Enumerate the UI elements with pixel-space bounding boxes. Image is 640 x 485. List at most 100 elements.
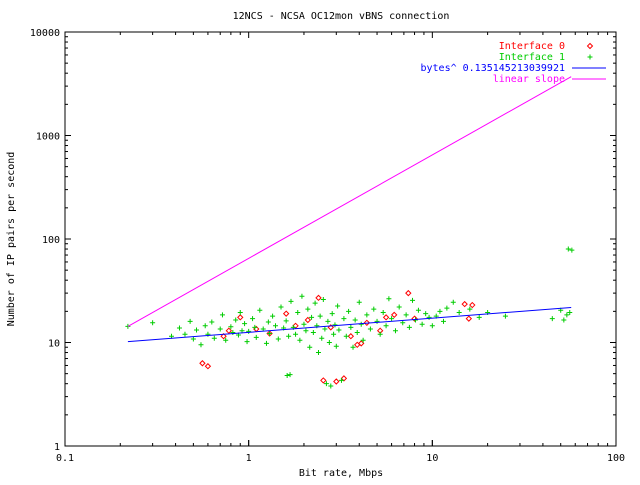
data-point-diamond bbox=[465, 315, 473, 322]
data-point-plus bbox=[295, 309, 301, 315]
data-point-plus bbox=[230, 329, 236, 335]
data-point-plus bbox=[567, 309, 573, 315]
data-point-plus bbox=[364, 312, 370, 318]
data-point-plus bbox=[223, 337, 229, 343]
data-point-diamond bbox=[320, 377, 327, 384]
data-point-diamond bbox=[225, 327, 233, 334]
data-point-plus bbox=[325, 318, 331, 324]
data-point-plus bbox=[260, 326, 266, 332]
data-point-plus bbox=[150, 320, 156, 326]
data-point-diamond bbox=[390, 311, 398, 319]
data-point-plus bbox=[182, 331, 188, 337]
data-point-plus bbox=[392, 328, 398, 334]
data-point-plus bbox=[275, 336, 281, 342]
legend-label: Interface 1 bbox=[499, 52, 565, 63]
data-point-plus bbox=[502, 313, 508, 319]
x-tick-label: 10 bbox=[426, 453, 438, 464]
data-point-plus bbox=[350, 344, 356, 350]
y-axis-label: Number of IP pairs per second bbox=[6, 152, 17, 327]
data-point-plus bbox=[444, 305, 450, 311]
data-point-plus bbox=[323, 381, 329, 387]
series-2 bbox=[127, 307, 572, 343]
data-point-plus bbox=[423, 311, 429, 317]
data-point-plus bbox=[456, 309, 462, 315]
legend-label: bytes^ 0.135145213039921 bbox=[421, 63, 566, 74]
data-point-plus bbox=[377, 331, 383, 337]
data-point-plus bbox=[367, 326, 373, 332]
data-point-plus bbox=[315, 350, 321, 356]
chart-title: 12NCS - NCSA OC12mon vBNS connection bbox=[233, 11, 450, 22]
data-point-diamond bbox=[204, 363, 212, 370]
data-point-plus bbox=[332, 322, 338, 328]
data-point-plus bbox=[219, 312, 225, 318]
y-tick-label: 1 bbox=[54, 442, 60, 453]
data-point-plus bbox=[257, 307, 263, 313]
series-layer bbox=[125, 76, 575, 389]
data-point-diamond bbox=[199, 360, 206, 367]
y-tick-label: 1000 bbox=[36, 132, 60, 143]
data-point-plus bbox=[205, 331, 211, 337]
data-point-plus bbox=[386, 296, 392, 302]
data-point-plus bbox=[450, 299, 456, 305]
data-point-diamond bbox=[405, 289, 412, 297]
data-point-plus bbox=[303, 328, 309, 334]
data-point-plus bbox=[187, 318, 193, 324]
data-point-plus bbox=[396, 304, 402, 310]
data-point-plus bbox=[333, 343, 339, 349]
y-axis-ticks: 1 10 100 1000 10000 bbox=[30, 28, 616, 453]
y-tick-label: 10 bbox=[48, 339, 60, 350]
legend-label: Interface 0 bbox=[499, 41, 565, 52]
data-point-diamond bbox=[382, 314, 390, 321]
data-point-plus bbox=[312, 300, 318, 306]
data-point-plus bbox=[283, 318, 289, 324]
data-point-plus bbox=[198, 342, 204, 348]
data-point-plus bbox=[320, 297, 326, 303]
data-point-plus bbox=[406, 324, 412, 330]
data-point-plus bbox=[211, 335, 217, 341]
data-point-plus bbox=[419, 321, 425, 327]
data-point-plus bbox=[190, 336, 196, 342]
data-point-plus bbox=[305, 306, 311, 312]
data-point-plus bbox=[328, 383, 334, 389]
data-point-plus bbox=[270, 313, 276, 319]
data-point-plus bbox=[410, 297, 416, 303]
data-point-plus bbox=[263, 340, 269, 346]
data-point-plus bbox=[569, 247, 575, 253]
data-point-plus bbox=[237, 309, 243, 315]
series-1 bbox=[125, 246, 575, 389]
data-point-plus bbox=[371, 306, 377, 312]
data-point-plus bbox=[360, 337, 366, 343]
data-point-plus bbox=[426, 314, 432, 320]
data-point-plus bbox=[228, 324, 234, 330]
data-point-plus bbox=[341, 316, 347, 322]
data-point-diamond bbox=[237, 314, 244, 321]
y-tick-label: 10000 bbox=[30, 28, 60, 39]
data-point-plus bbox=[467, 306, 473, 312]
data-point-plus bbox=[437, 308, 443, 314]
data-point-plus bbox=[326, 340, 332, 345]
data-point-plus bbox=[209, 319, 215, 325]
data-point-plus bbox=[329, 311, 335, 317]
data-point-plus bbox=[125, 323, 131, 329]
data-point-plus bbox=[194, 327, 200, 333]
data-point-plus bbox=[273, 323, 279, 329]
data-point-plus bbox=[310, 329, 316, 335]
data-point-plus bbox=[335, 303, 341, 309]
data-point-plus bbox=[246, 328, 252, 334]
y-tick-label: 100 bbox=[42, 235, 60, 246]
data-point-plus bbox=[202, 323, 208, 329]
data-point-plus bbox=[286, 333, 292, 339]
data-point-plus bbox=[322, 326, 328, 332]
data-point-diamond bbox=[266, 330, 273, 337]
data-point-plus bbox=[356, 299, 362, 305]
data-point-plus bbox=[549, 316, 555, 322]
data-point-diamond bbox=[586, 42, 594, 50]
data-point-plus bbox=[309, 314, 315, 320]
data-point-plus bbox=[565, 246, 571, 252]
x-axis-label: Bit rate, Mbps bbox=[299, 468, 383, 479]
data-point-plus bbox=[561, 317, 567, 323]
series-line bbox=[127, 307, 572, 343]
